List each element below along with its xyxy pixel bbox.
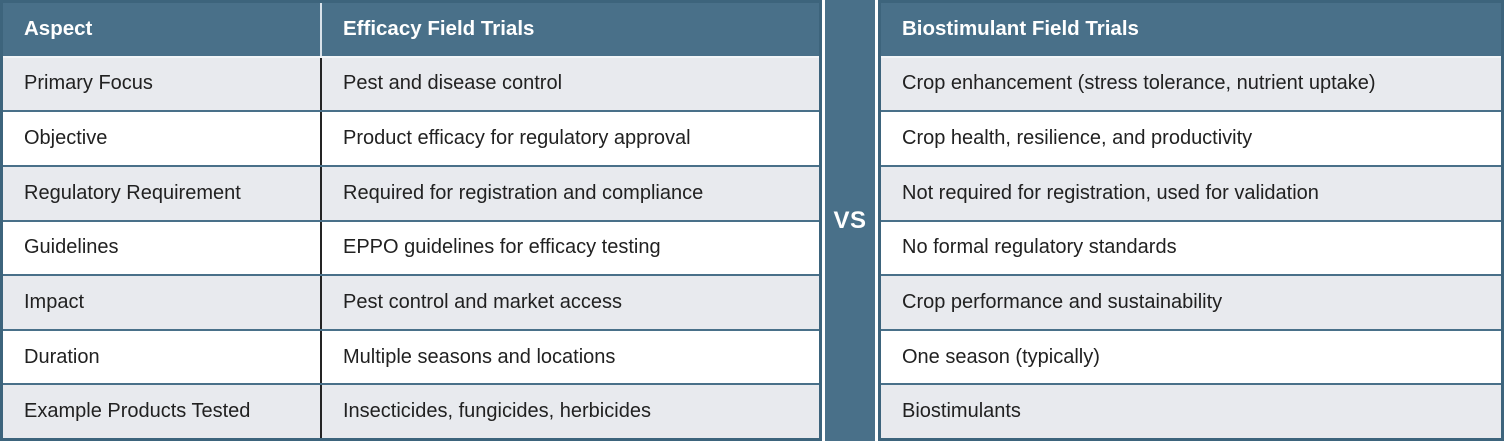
- cell-efficacy: Insecticides, fungicides, herbicides: [343, 400, 651, 423]
- cell-efficacy: Pest and disease control: [343, 72, 563, 95]
- cell-efficacy: EPPO guidelines for efficacy testing: [343, 236, 661, 259]
- cell-aspect: Regulatory Requirement: [3, 166, 322, 220]
- table-row: Impact Pest control and market access: [3, 274, 819, 329]
- table-row: Primary Focus Pest and disease control: [3, 55, 819, 111]
- efficacy-table: Aspect Efficacy Field Trials Primary Foc…: [0, 0, 822, 441]
- cell-biostimulant: Not required for registration, used for …: [902, 181, 1319, 204]
- cell-aspect: Guidelines: [3, 221, 322, 275]
- table-row: Biostimulants: [881, 383, 1501, 438]
- table-row: Guidelines EPPO guidelines for efficacy …: [3, 219, 819, 275]
- vs-divider: VS: [825, 0, 875, 441]
- table-row: Not required for registration, used for …: [881, 164, 1501, 220]
- table-row: Regulatory Requirement Required for regi…: [3, 164, 819, 220]
- table-row: Crop health, resilience, and productivit…: [881, 110, 1501, 165]
- cell-biostimulant: Crop performance and sustainability: [902, 290, 1223, 313]
- cell-aspect: Example Products Tested: [3, 385, 322, 438]
- cell-efficacy: Required for registration and compliance: [343, 181, 704, 204]
- table-row: No formal regulatory standards: [881, 219, 1501, 275]
- biostimulant-table: Biostimulant Field Trials Crop enhanceme…: [878, 0, 1504, 441]
- cell-biostimulant: Crop enhancement (stress tolerance, nutr…: [902, 72, 1376, 95]
- cell-efficacy: Pest control and market access: [343, 290, 623, 313]
- cell-aspect: Duration: [3, 330, 322, 384]
- cell-aspect: Primary Focus: [3, 57, 322, 111]
- cell-aspect: Impact: [3, 276, 322, 329]
- cell-biostimulant: Crop health, resilience, and productivit…: [902, 127, 1253, 150]
- cell-efficacy: Product efficacy for regulatory approval: [343, 127, 691, 150]
- table-row: Crop enhancement (stress tolerance, nutr…: [881, 55, 1501, 111]
- table-row: One season (typically): [881, 328, 1501, 384]
- right-header-row: Biostimulant Field Trials: [881, 3, 1501, 56]
- table-row: Crop performance and sustainability: [881, 274, 1501, 329]
- header-cell-aspect: Aspect: [3, 3, 322, 56]
- header-cell-efficacy: Efficacy Field Trials: [343, 17, 535, 41]
- table-row: Example Products Tested Insecticides, fu…: [3, 383, 819, 438]
- cell-biostimulant: Biostimulants: [902, 400, 1021, 423]
- left-header-row: Aspect Efficacy Field Trials: [3, 3, 819, 56]
- cell-aspect: Objective: [3, 112, 322, 165]
- cell-efficacy: Multiple seasons and locations: [343, 345, 616, 368]
- table-row: Duration Multiple seasons and locations: [3, 328, 819, 384]
- cell-biostimulant: One season (typically): [902, 345, 1100, 368]
- table-row: Objective Product efficacy for regulator…: [3, 110, 819, 165]
- header-cell-biostimulant: Biostimulant Field Trials: [902, 17, 1139, 41]
- cell-biostimulant: No formal regulatory standards: [902, 236, 1177, 259]
- vs-label: VS: [833, 206, 867, 234]
